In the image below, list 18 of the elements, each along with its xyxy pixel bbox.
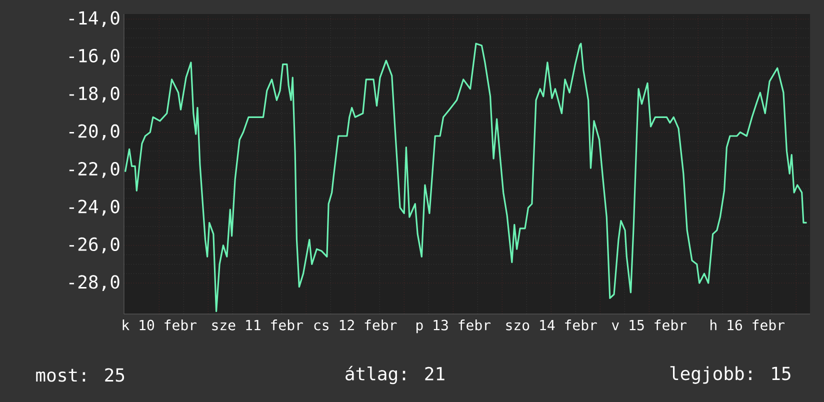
text: átlag: 21 xyxy=(346,366,444,384)
x-tick-label: sze 11 febr xyxy=(212,320,303,330)
x-tick-label: h 16 febr xyxy=(710,320,785,330)
text: most: 25 xyxy=(36,368,124,382)
y-tick-label: -24,0 xyxy=(69,200,120,216)
y-tick-label: -20,0 xyxy=(69,124,120,140)
y-tick-label: -14,0 xyxy=(69,11,120,28)
y-tick-label: -22,0 xyxy=(69,162,120,178)
y-tick-label: -18,0 xyxy=(69,86,120,102)
y-tick-label: -28,0 xyxy=(69,275,120,292)
y-tick-label: -26,0 xyxy=(69,237,120,254)
x-tick-label: v 15 febr xyxy=(612,320,687,330)
y-tick-label: -16,0 xyxy=(69,48,120,65)
x-tick-label: p 13 febr xyxy=(416,320,491,334)
x-tick-label: cs 12 febr xyxy=(314,320,397,330)
x-tick-label: k 10 febr xyxy=(122,320,197,330)
text: legjobb: 15 xyxy=(670,366,790,384)
x-tick-label: szo 14 febr xyxy=(506,320,597,330)
